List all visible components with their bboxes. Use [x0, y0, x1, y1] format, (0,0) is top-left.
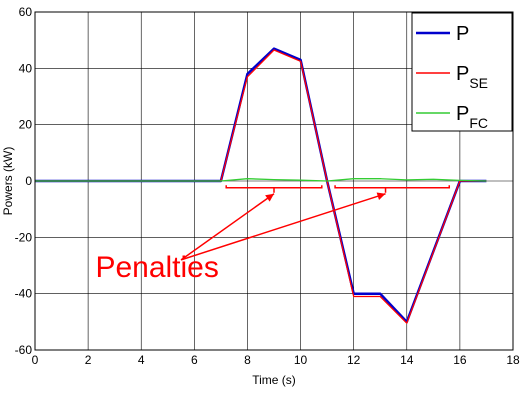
x-tick-label: 6	[191, 353, 198, 367]
series-line-pfc	[35, 178, 487, 182]
x-tick-label: 4	[138, 353, 145, 367]
legend-subscript: FC	[469, 115, 488, 131]
x-axis-label: Time (s)	[252, 373, 296, 387]
y-tick-label: 40	[19, 61, 33, 75]
penalty-arrow	[180, 193, 386, 261]
penalties-label: Penalties	[95, 251, 218, 284]
penalty-bracket	[334, 185, 451, 193]
y-tick-label: -20	[15, 230, 33, 244]
series-lines	[35, 47, 487, 324]
x-tick-label: 8	[244, 353, 251, 367]
x-tick-label: 12	[347, 353, 361, 367]
penalties-annotation: Penalties	[95, 185, 451, 284]
legend-entry: P	[456, 23, 469, 45]
x-tick-label: 18	[506, 353, 520, 367]
plot-frame	[34, 11, 514, 351]
y-tick-label: 60	[19, 5, 33, 19]
tick-labels: 0 2 4 6 8 10 12 14 16 18 -60 -40 -20 0 20 40 60	[15, 5, 520, 367]
x-tick-label: 0	[32, 353, 39, 367]
penalty-arrow	[180, 193, 275, 261]
penalty-arrowhead	[265, 193, 274, 202]
x-tick-label: 10	[294, 353, 308, 367]
penalty-bracket	[225, 185, 323, 193]
x-tick-label: 14	[400, 353, 414, 367]
legend-subscript: SE	[469, 75, 488, 91]
y-tick-label: -40	[15, 287, 33, 301]
y-tick-label: 0	[25, 174, 32, 188]
y-axis-label: Powers (kW)	[1, 147, 15, 216]
y-tick-label: 20	[19, 118, 33, 132]
x-tick-label: 2	[85, 353, 92, 367]
y-tick-label: -60	[15, 343, 33, 357]
x-tick-label: 16	[453, 353, 467, 367]
penalty-arrowhead	[376, 192, 386, 200]
